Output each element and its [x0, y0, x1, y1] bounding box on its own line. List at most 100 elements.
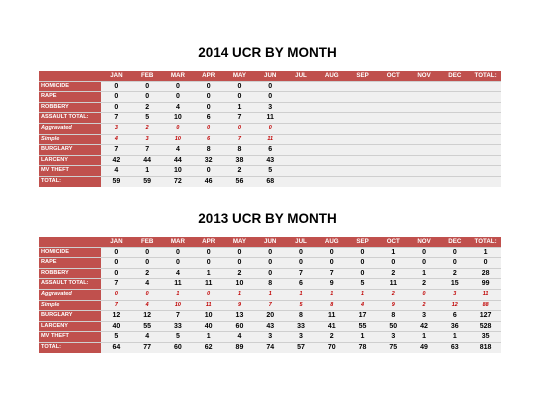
table-cell: 7	[224, 112, 255, 124]
table-cell	[316, 91, 348, 103]
row-label: RAPE	[39, 91, 101, 103]
table-cell: 74	[254, 342, 286, 353]
table-cell: 2	[131, 268, 163, 280]
table-cell: 10	[162, 134, 194, 146]
row-label: MV THEFT	[39, 331, 101, 343]
table-cell: 1	[285, 289, 317, 301]
table-cell	[408, 81, 440, 93]
table-row: LARCENY 40 55 33 40 60 43 33 41 55 50 42 36 528	[39, 321, 501, 333]
table-cell: 20	[254, 310, 286, 322]
table-cell	[377, 134, 409, 146]
table-cell	[439, 112, 471, 124]
table-cell: 35	[470, 331, 501, 343]
table-cell: 0	[162, 91, 194, 103]
table-cell: 0	[439, 257, 471, 269]
table-cell: 6	[193, 134, 225, 146]
table-cell: 10	[193, 310, 225, 322]
table-row: TOTAL: 59 59 72 46 56 68	[39, 176, 501, 187]
column-header: APR	[193, 71, 225, 82]
table-cell: 0	[193, 289, 225, 301]
table-cell: 89	[224, 342, 255, 353]
table-row: RAPE 0 0 0 0 0 0	[39, 91, 501, 103]
table-cell: 1	[347, 331, 378, 343]
table-cell: 15	[439, 278, 471, 290]
table-cell: 5	[101, 331, 132, 343]
table-cell: 44	[131, 155, 163, 167]
table-row: HOMICIDE 0 0 0 0 0 0 0 0 0 1 0 0 1	[39, 247, 501, 259]
column-header: MAY	[224, 71, 255, 82]
table-cell: 8	[254, 278, 286, 290]
row-label: Aggravated	[39, 289, 101, 301]
table-cell: 0	[193, 165, 225, 177]
table-cell	[439, 102, 471, 114]
table-cell: 528	[470, 321, 501, 333]
table-cell	[316, 165, 348, 177]
table-cell: 0	[162, 81, 194, 93]
row-label: MV THEFT	[39, 165, 101, 177]
table-cell: 1	[470, 247, 501, 259]
table-cell: 6	[285, 278, 317, 290]
table-cell	[347, 123, 378, 135]
table-cell: 9	[224, 300, 255, 312]
table-cell	[470, 176, 501, 187]
table-cell: 0	[224, 91, 255, 103]
table-title-2013: 2013 UCR BY MONTH	[198, 211, 337, 226]
table-cell: 0	[101, 289, 132, 301]
row-label: BURGLARY	[39, 144, 101, 156]
table-cell: 1	[377, 247, 409, 259]
table-cell: 13	[224, 310, 255, 322]
table-cell: 0	[224, 247, 255, 259]
table-cell: 0	[439, 247, 471, 259]
table-cell	[408, 112, 440, 124]
table-cell: 9	[377, 300, 409, 312]
table-cell	[470, 91, 501, 103]
table-cell: 59	[131, 176, 163, 187]
table-cell: 3	[408, 310, 440, 322]
table-cell	[347, 176, 378, 187]
table-cell	[408, 134, 440, 146]
table-cell: 99	[470, 278, 501, 290]
table-cell	[285, 144, 317, 156]
table-cell	[470, 102, 501, 114]
table-cell	[316, 144, 348, 156]
table-cell: 4	[162, 144, 194, 156]
table-cell: 59	[101, 176, 132, 187]
column-header: NOV	[408, 237, 440, 248]
table-cell: 46	[193, 176, 225, 187]
column-header: FEB	[131, 71, 163, 82]
table-row: MV THEFT 5 4 5 1 4 3 3 2 1 3 1 1 35	[39, 331, 501, 343]
table-cell: 4	[162, 102, 194, 114]
table-cell: 64	[101, 342, 132, 353]
table-cell	[377, 144, 409, 156]
table-cell: 0	[254, 91, 286, 103]
table-cell: 78	[347, 342, 378, 353]
table-row: LARCENY 42 44 44 32 38 43	[39, 155, 501, 167]
table-cell: 60	[162, 342, 194, 353]
table-cell	[439, 123, 471, 135]
table-cell	[408, 176, 440, 187]
table-cell: 1	[224, 289, 255, 301]
column-header: JAN	[101, 71, 132, 82]
table-cell: 63	[439, 342, 471, 353]
table-cell: 33	[162, 321, 194, 333]
table-cell: 9	[316, 278, 348, 290]
table-row: ROBBERY 0 2 4 0 1 3	[39, 102, 501, 114]
table-cell	[285, 134, 317, 146]
table-cell	[408, 155, 440, 167]
table-cell	[377, 81, 409, 93]
table-cell: 3	[377, 331, 409, 343]
table-cell	[285, 165, 317, 177]
row-label: ASSAULT TOTAL:	[39, 112, 101, 124]
table-cell	[316, 155, 348, 167]
table-cell	[408, 144, 440, 156]
table-cell: 7	[101, 112, 132, 124]
table-cell	[408, 123, 440, 135]
table-cell: 0	[408, 289, 440, 301]
table-cell: 11	[193, 300, 225, 312]
table-cell: 0	[101, 91, 132, 103]
table-cell	[408, 165, 440, 177]
table-cell: 0	[131, 289, 163, 301]
header-row: JAN FEB MAR APR MAY JUN JUL AUG SEP OCT NOV DEC TOTA…	[39, 237, 501, 248]
table-cell	[439, 91, 471, 103]
table-cell	[347, 155, 378, 167]
